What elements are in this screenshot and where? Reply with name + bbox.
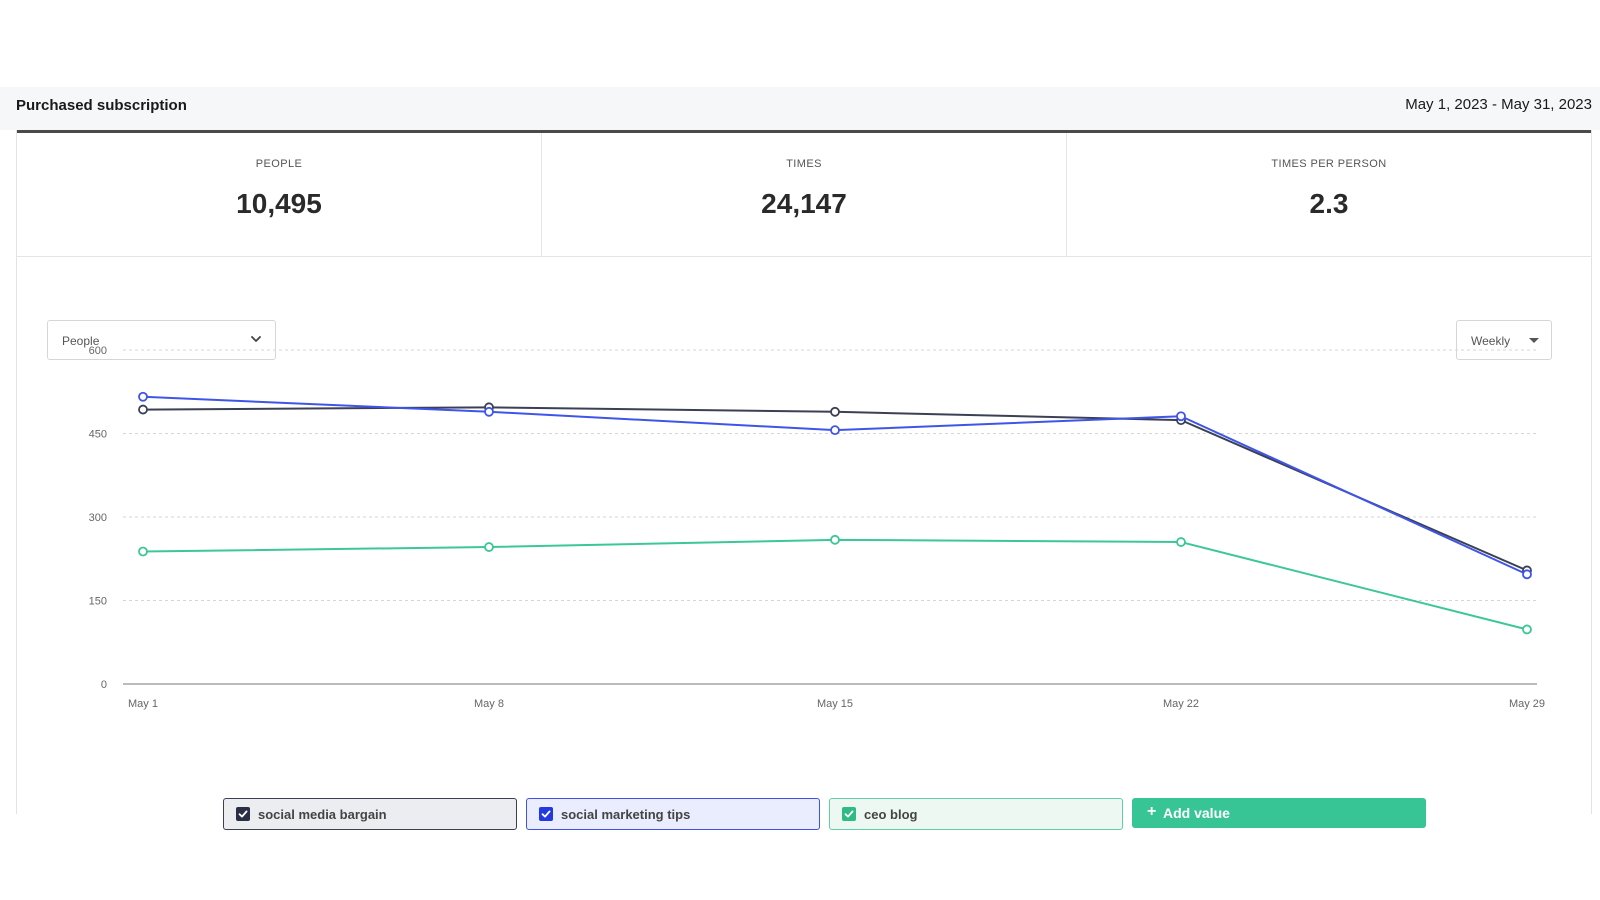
report-card: Purchased subscription May 1, 2023 - May… xyxy=(0,87,1600,830)
kpi-label: TIMES PER PERSON xyxy=(1271,158,1387,170)
kpi-times: TIMES 24,147 xyxy=(542,133,1067,256)
period-select[interactable]: Weekly xyxy=(1456,320,1552,360)
add-value-label: Add value xyxy=(1163,805,1230,821)
kpi-people: PEOPLE 10,495 xyxy=(17,133,542,256)
x-tick-label: May 8 xyxy=(474,698,504,710)
metric-select-value: People xyxy=(62,334,100,348)
checkbox-checked-icon xyxy=(842,807,856,821)
caret-down-icon xyxy=(1529,338,1539,343)
data-point xyxy=(1176,537,1186,547)
y-tick-label: 600 xyxy=(89,345,107,357)
y-tick-label: 150 xyxy=(89,596,107,608)
legend-label: ceo blog xyxy=(864,807,918,822)
x-tick-label: May 1 xyxy=(128,698,158,710)
series-line-1 xyxy=(142,395,1528,576)
data-point xyxy=(830,406,840,417)
data-point xyxy=(138,546,148,557)
x-tick-label: May 15 xyxy=(817,698,853,710)
add-value-button[interactable]: + Add value xyxy=(1132,798,1426,828)
checkbox-checked-icon xyxy=(539,807,553,821)
data-point xyxy=(830,425,840,436)
data-point xyxy=(1176,411,1186,422)
kpi-value: 10,495 xyxy=(236,188,322,219)
data-point xyxy=(1522,569,1532,580)
legend-item-social-media-bargain[interactable]: social media bargain xyxy=(223,798,517,830)
kpi-value: 2.3 xyxy=(1309,188,1349,219)
x-tick-label: May 29 xyxy=(1509,698,1545,710)
kpi-row: PEOPLE 10,495 TIMES 24,147 TIMES PER PER… xyxy=(17,133,1591,257)
y-tick-label: 300 xyxy=(89,512,107,524)
y-tick-label: 0 xyxy=(101,679,107,691)
report-header: Purchased subscription May 1, 2023 - May… xyxy=(0,87,1600,130)
period-select-value: Weekly xyxy=(1471,334,1511,348)
data-point xyxy=(138,391,148,402)
series-line-2 xyxy=(142,538,1528,631)
chevron-down-icon xyxy=(251,336,261,342)
y-tick-label: 450 xyxy=(89,429,107,441)
data-point xyxy=(138,404,148,415)
report-panel: PEOPLE 10,495 TIMES 24,147 TIMES PER PER… xyxy=(16,130,1592,830)
legend-label: social marketing tips xyxy=(561,807,691,822)
data-point xyxy=(830,534,840,545)
legend-item-ceo-blog[interactable]: ceo blog xyxy=(829,798,1123,830)
metric-select[interactable]: People xyxy=(47,320,276,360)
checkbox-checked-icon xyxy=(236,807,250,821)
plus-icon: + xyxy=(1147,803,1157,820)
legend-label: social media bargain xyxy=(258,807,387,822)
report-title: Purchased subscription xyxy=(16,97,187,114)
data-point xyxy=(1522,624,1532,635)
data-point xyxy=(484,406,494,417)
x-tick-label: May 22 xyxy=(1163,698,1199,710)
data-point xyxy=(484,542,494,552)
legend-item-social-marketing-tips[interactable]: social marketing tips xyxy=(526,798,820,830)
date-range[interactable]: May 1, 2023 - May 31, 2023 xyxy=(1405,96,1592,113)
line-chart: 0 150 300 450 600 May 1 May 8 May 15 May 22 May 2… xyxy=(89,345,1545,710)
kpi-times-per-person: TIMES PER PERSON 2.3 xyxy=(1067,133,1591,256)
kpi-value: 24,147 xyxy=(761,188,847,219)
kpi-label: PEOPLE xyxy=(255,158,303,170)
kpi-label: TIMES xyxy=(786,158,822,170)
panel-divider xyxy=(17,130,1591,133)
